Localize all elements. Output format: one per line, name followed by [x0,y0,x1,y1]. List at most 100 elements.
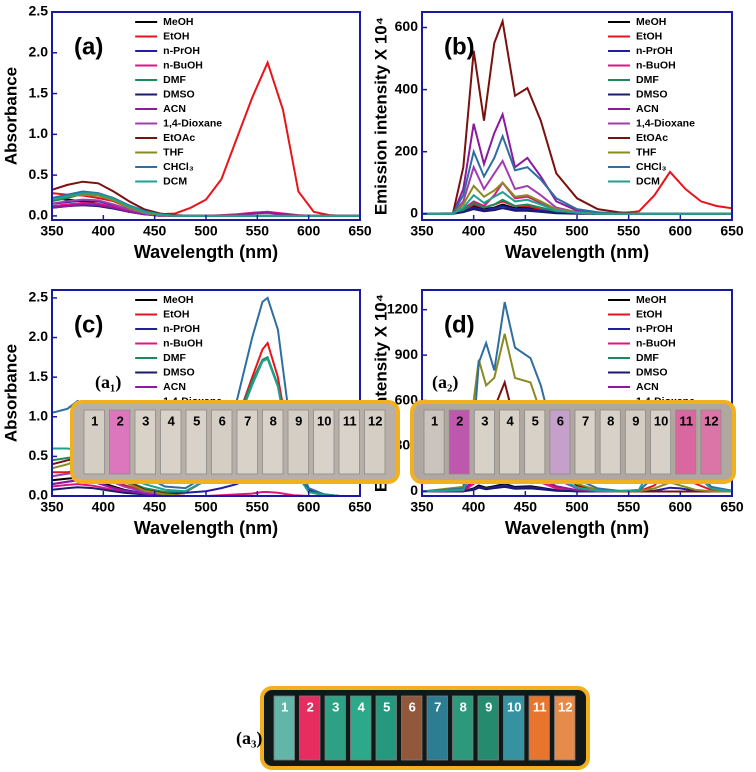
legend-label: CHCl₃ [163,161,194,173]
vial-number: 2 [456,413,463,428]
vial [273,695,295,761]
vial-number: 6 [409,699,416,714]
legend-label: DMF [636,352,659,364]
vial-number: 3 [142,413,149,428]
legend-label: DMF [163,352,186,364]
y-tick-label: 2.5 [29,3,49,19]
x-tick-label: 600 [297,223,321,239]
legend-label: THF [636,146,657,158]
legend-label: CHCl₃ [636,161,667,173]
vial-number: 1 [431,413,438,428]
y-tick-label: 1.5 [29,368,49,384]
photo-label: (a₁) [95,372,121,393]
x-tick-label: 600 [669,223,693,239]
x-tick-label: 600 [297,499,321,515]
vial [549,409,571,475]
x-tick-label: 450 [514,223,538,239]
photo-label: (a₂) [432,372,458,393]
x-tick-label: 650 [720,499,744,515]
x-tick-label: 400 [462,499,486,515]
vial [364,409,386,475]
panel-label: (d) [444,311,475,338]
vial [473,409,495,475]
x-tick-label: 600 [669,499,693,515]
x-axis-label: Wavelength (nm) [134,242,278,262]
y-tick-label: 2.0 [29,43,49,59]
legend-label: n-PrOH [163,323,200,335]
x-axis-label: Wavelength (nm) [505,242,649,262]
series-line [422,190,732,215]
legend-label: n-BuOH [163,59,203,71]
legend-label: 1,4-Dioxane [636,117,695,129]
vial-number: 10 [317,413,331,428]
y-tick-label: 1200 [387,300,418,316]
y-tick-label: 0.0 [29,207,49,223]
photo-label: (a₃) [236,728,262,749]
legend-label: EtOH [636,308,662,320]
legend-label: EtOAc [636,132,668,144]
panel-label: (c) [74,311,103,338]
series-line [52,486,360,496]
legend-label: EtOH [636,30,662,42]
vial [262,409,284,475]
vial-number: 4 [168,413,176,428]
x-tick-label: 500 [194,223,218,239]
vial [423,409,445,475]
vial [448,409,470,475]
x-tick-label: 550 [617,499,641,515]
vial [426,695,448,761]
legend-label: 1,4-Dioxane [163,117,222,129]
vial-number: 8 [607,413,614,428]
vial-number: 11 [343,413,357,428]
vial-number: 12 [704,413,718,428]
vial-number: 12 [368,413,382,428]
x-axis-label: Wavelength (nm) [134,518,278,538]
vial-number: 5 [532,413,539,428]
legend-label: n-PrOH [163,45,200,57]
vial [375,695,397,761]
y-axis-label: Absorbance [1,344,20,442]
x-tick-label: 450 [514,499,538,515]
legend-label: MeOH [163,16,193,28]
x-axis-label: Wavelength (nm) [505,518,649,538]
legend-label: EtOH [163,30,189,42]
legend-label: DMSO [163,366,195,378]
y-tick-label: 600 [395,391,419,407]
vial-number: 7 [434,699,441,714]
vial-number: 3 [332,699,339,714]
vial [452,695,474,761]
vial [350,695,372,761]
y-tick-label: 2.0 [29,328,49,344]
vial [299,695,321,761]
legend-label: EtOH [163,308,189,320]
legend-label: EtOAc [163,132,195,144]
legend-label: ACN [636,381,659,393]
vial-number: 11 [679,413,693,428]
vial [524,409,546,475]
x-tick-label: 650 [348,499,372,515]
vial [499,409,521,475]
legend-label: DMSO [163,88,195,100]
y-tick-label: 0 [410,482,418,498]
vial [554,695,576,761]
vial-number: 4 [358,699,366,714]
vial [624,409,646,475]
legend-label: DCM [636,175,660,187]
vial-number: 1 [281,699,288,714]
legend-label: MeOH [163,294,193,306]
legend-label: n-BuOH [163,337,203,349]
panel-label: (b) [444,33,475,60]
x-tick-label: 650 [720,223,744,239]
y-tick-label: 1.0 [29,125,49,141]
vial [324,695,346,761]
vial [401,695,423,761]
legend-label: n-PrOH [636,45,673,57]
vial [134,409,156,475]
x-tick-label: 550 [246,499,270,515]
y-tick-label: 2.5 [29,289,49,305]
x-tick-label: 550 [246,223,270,239]
x-tick-label: 550 [617,223,641,239]
vial [338,409,360,475]
vial-number: 9 [485,699,492,714]
x-tick-label: 350 [410,223,434,239]
